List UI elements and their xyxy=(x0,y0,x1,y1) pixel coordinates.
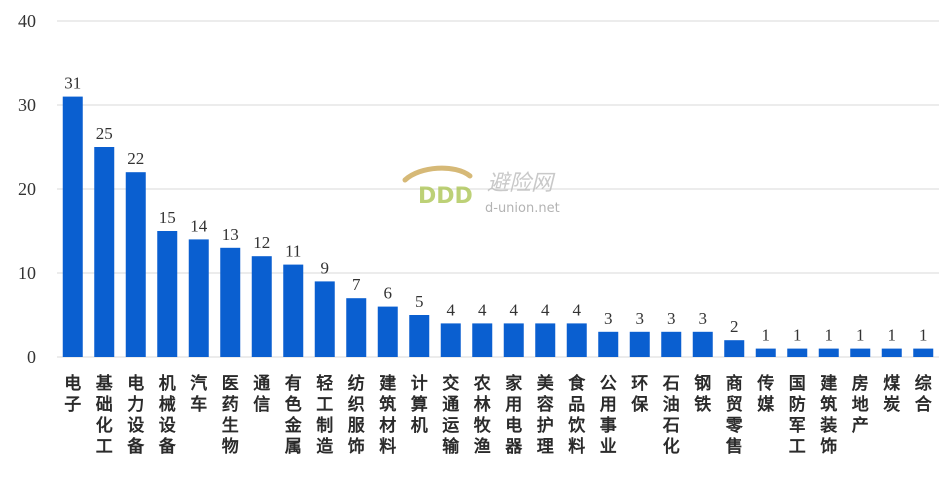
bar xyxy=(913,348,934,357)
y-tick-label: 20 xyxy=(18,179,36,199)
bar xyxy=(755,348,776,357)
x-tick-label: 轻工制造 xyxy=(316,373,334,457)
data-label: 3 xyxy=(636,309,645,328)
bar xyxy=(283,264,304,357)
bar xyxy=(598,331,619,357)
x-tick-label: 计算机 xyxy=(410,373,428,436)
bar xyxy=(251,256,272,357)
x-tick-label: 机械设备 xyxy=(158,373,177,457)
x-tick-label: 环保 xyxy=(630,374,649,415)
data-label: 6 xyxy=(384,284,393,303)
data-label: 9 xyxy=(321,258,330,277)
y-tick-label: 30 xyxy=(18,95,36,115)
bar xyxy=(409,315,430,357)
bar xyxy=(314,281,335,357)
x-tick-label: 医药生物 xyxy=(222,374,239,457)
data-label: 2 xyxy=(730,317,739,336)
x-tick-label: 纺织服饰 xyxy=(348,373,366,457)
bar xyxy=(535,323,556,357)
bar xyxy=(661,331,682,357)
x-tick-label: 电力设备 xyxy=(126,373,145,457)
y-axis: 0 10 20 30 40 xyxy=(18,11,36,367)
data-label: 4 xyxy=(478,300,487,319)
x-tick-label: 国防军工 xyxy=(789,374,806,457)
watermark-url-text: d-union.net xyxy=(485,201,560,216)
data-label: 1 xyxy=(793,326,802,345)
data-label: 15 xyxy=(159,208,176,227)
bar xyxy=(503,323,524,357)
bar xyxy=(692,331,713,357)
bar xyxy=(346,298,367,357)
x-tick-label: 传媒 xyxy=(756,373,775,415)
watermark: DDD 避险网 d-union.net xyxy=(402,165,560,216)
bar xyxy=(94,147,115,357)
x-tick-label: 石油石化 xyxy=(662,374,680,457)
x-tick-label: 房地产 xyxy=(852,373,869,436)
x-tick-label: 基础化工 xyxy=(95,373,114,457)
data-label: 25 xyxy=(96,124,113,143)
data-label: 4 xyxy=(573,300,582,319)
data-label: 22 xyxy=(127,149,144,168)
bar xyxy=(629,331,650,357)
data-label: 3 xyxy=(604,309,613,328)
bar xyxy=(850,348,871,357)
bar xyxy=(62,96,83,357)
bar xyxy=(724,340,745,357)
data-label: 1 xyxy=(856,326,865,345)
bars xyxy=(62,96,934,357)
data-label: 3 xyxy=(667,309,676,328)
watermark-cn-text: 避险网 xyxy=(487,171,556,196)
bar xyxy=(440,323,461,357)
watermark-logo: DDD xyxy=(402,165,473,209)
x-tick-label: 商贸零售 xyxy=(725,373,744,457)
data-label: 31 xyxy=(64,74,81,93)
bar xyxy=(157,231,178,357)
y-tick-label: 40 xyxy=(18,11,36,31)
x-tick-label: 通信 xyxy=(253,374,270,415)
data-label: 13 xyxy=(222,225,239,244)
data-label: 14 xyxy=(190,216,208,235)
x-axis: 电子基础化工电力设备机械设备汽车医药生物通信有色金属轻工制造纺织服饰建筑材料计算… xyxy=(64,373,933,457)
data-label: 11 xyxy=(285,242,301,261)
data-label: 12 xyxy=(253,233,270,252)
x-tick-label: 交通运输 xyxy=(442,373,460,457)
bar xyxy=(377,306,398,357)
x-tick-label: 家用电器 xyxy=(504,373,523,457)
watermark-logo-text: DDD xyxy=(418,184,473,209)
data-label: 3 xyxy=(699,309,708,328)
x-tick-label: 建筑材料 xyxy=(379,373,396,457)
x-tick-label: 美容护理 xyxy=(537,373,555,457)
x-tick-label: 公用事业 xyxy=(600,374,617,457)
data-label: 7 xyxy=(352,275,361,294)
data-label: 5 xyxy=(415,292,424,311)
bar xyxy=(566,323,587,357)
data-label: 4 xyxy=(447,300,456,319)
y-tick-label: 10 xyxy=(18,263,36,283)
x-tick-label: 食品饮料 xyxy=(567,373,586,457)
x-tick-label: 钢铁 xyxy=(694,373,711,415)
bar xyxy=(881,348,902,357)
x-tick-label: 电子 xyxy=(64,373,81,415)
bar xyxy=(818,348,839,357)
y-tick-label: 0 xyxy=(27,347,36,367)
x-tick-label: 汽车 xyxy=(190,373,207,415)
data-label: 1 xyxy=(825,326,834,345)
data-label: 4 xyxy=(510,300,519,319)
x-tick-label: 农林牧渔 xyxy=(473,373,492,457)
data-label: 1 xyxy=(888,326,897,345)
data-label: 1 xyxy=(919,326,928,345)
bar xyxy=(125,172,146,357)
x-tick-label: 煤炭 xyxy=(883,373,900,415)
x-tick-label: 有色金属 xyxy=(284,373,303,457)
bar xyxy=(188,239,209,357)
data-label: 4 xyxy=(541,300,550,319)
data-label: 1 xyxy=(762,326,771,345)
bar xyxy=(472,323,493,357)
bar xyxy=(220,247,241,357)
x-tick-label: 建筑装饰 xyxy=(819,373,837,457)
x-tick-label: 综合 xyxy=(915,373,933,415)
bar xyxy=(787,348,808,357)
